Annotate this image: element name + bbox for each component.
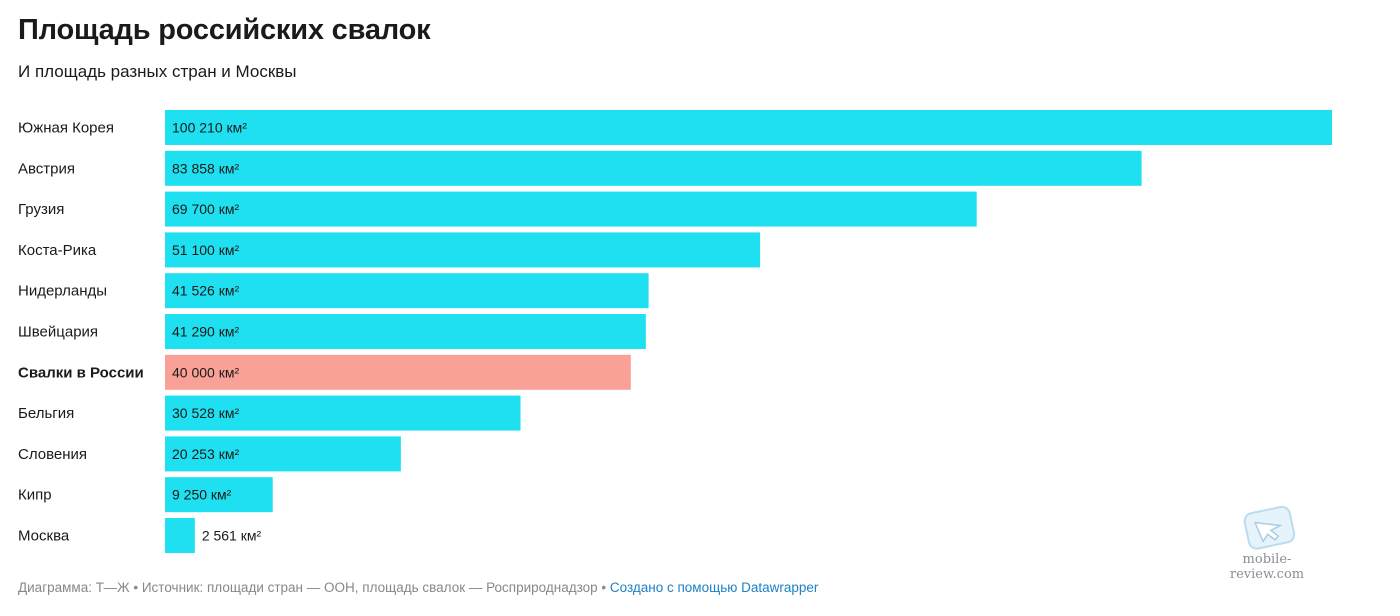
bar (165, 150, 1142, 186)
chart-footer: Диаграмма: Т—Ж • Источник: площади стран… (18, 580, 818, 595)
category-label: Свалки в России (18, 364, 144, 381)
category-label: Коста-Рика (18, 242, 97, 259)
bar (165, 191, 977, 227)
value-label: 100 210 км² (172, 120, 247, 136)
value-label: 2 561 км² (202, 528, 262, 544)
bar (165, 395, 521, 431)
value-label: 41 290 км² (172, 324, 239, 340)
bar (165, 436, 401, 472)
bar (165, 314, 646, 349)
category-label: Австрия (18, 160, 75, 177)
value-label: 51 100 км² (172, 242, 239, 258)
category-label: Швейцария (18, 324, 98, 341)
category-label: Грузия (18, 201, 64, 218)
bar (165, 232, 761, 268)
chart-title: Площадь российских свалок (18, 14, 431, 46)
category-label: Кипр (18, 487, 52, 504)
value-label: 69 700 км² (172, 201, 239, 217)
bar-chart: Южная Корея 100 210 км² Австрия 83 858 км² Г… (18, 110, 1332, 553)
watermark-text: mobile-review.com (1229, 552, 1305, 582)
footer-credit: Диаграмма: Т—Ж • Источник: площади стран… (18, 580, 607, 595)
bar (165, 273, 649, 309)
category-label: Южная Корея (18, 120, 114, 137)
value-label: 83 858 км² (172, 160, 239, 176)
category-label: Нидерланды (18, 283, 107, 300)
mobile-review-logo-icon (1243, 505, 1296, 550)
bar (165, 354, 631, 390)
category-label: Москва (18, 528, 70, 545)
category-label: Словения (18, 446, 87, 463)
watermark: mobile-review.com (1212, 502, 1322, 582)
value-label: 40 000 км² (172, 364, 239, 380)
value-label: 30 528 км² (172, 405, 239, 421)
value-label: 20 253 км² (172, 446, 239, 462)
category-label: Бельгия (18, 405, 74, 422)
value-label: 41 526 км² (172, 283, 239, 299)
chart-subtitle: И площадь разных стран и Москвы (18, 62, 297, 81)
datawrapper-link[interactable]: Создано с помощью Datawrapper (609, 580, 819, 595)
bar (165, 477, 273, 513)
value-label: 9 250 км² (172, 487, 232, 503)
bar (165, 110, 1332, 145)
bar (165, 518, 195, 553)
